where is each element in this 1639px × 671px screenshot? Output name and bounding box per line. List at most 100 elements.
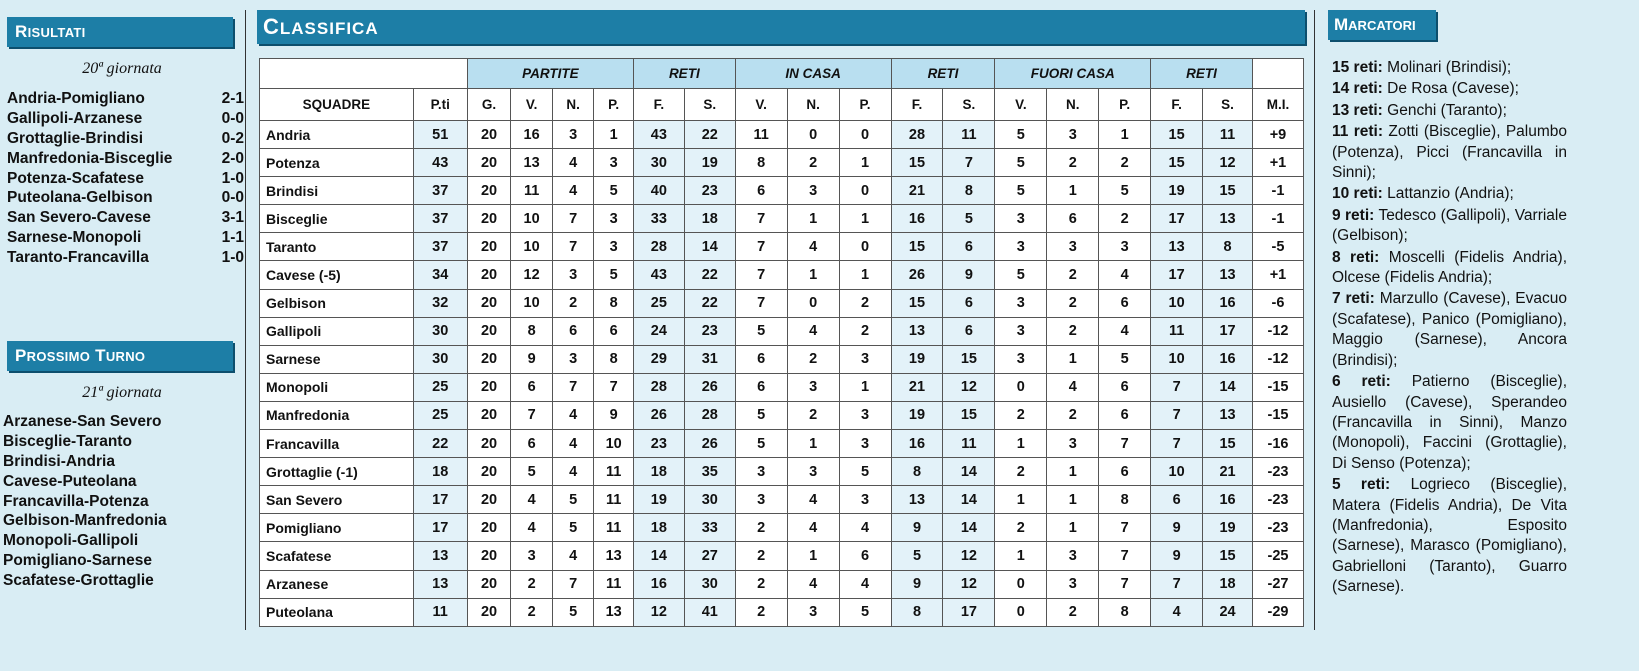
stat-cell: 1 — [1046, 485, 1100, 515]
column-header: V. — [510, 88, 553, 121]
stat-cell: 26 — [683, 372, 736, 402]
scorer-group: 14 reti: De Rosa (Cavese); — [1332, 79, 1567, 99]
stat-cell: -1 — [1251, 204, 1305, 234]
stat-cell: 5 — [593, 176, 634, 206]
table-row: Sarnese 30 20 9 3 8 29 31 6 2 3 19 15 3 1 5 10 16 -12 — [259, 344, 1305, 374]
goals-label: 8 reti: — [1332, 248, 1380, 266]
column-header: S. — [1202, 88, 1253, 121]
stat-cell: 14 — [1202, 372, 1253, 402]
stat-cell: 6 — [1098, 457, 1152, 487]
stat-cell: 1 — [1046, 176, 1100, 206]
stat-cell: 7 — [1150, 372, 1204, 402]
stat-cell: 24 — [632, 316, 685, 346]
group-header-row: PARTITE RETI IN CASA RETI FUORI CASA RET… — [259, 58, 1305, 89]
team-name: Bisceglie — [259, 204, 414, 234]
stat-cell: 4 — [838, 513, 892, 543]
stat-cell: 11 — [593, 485, 634, 515]
stat-cell: 17 — [1150, 204, 1204, 234]
fixture-row: Bisceglie-Taranto — [3, 432, 132, 450]
stat-cell: 5 — [551, 597, 595, 627]
result-row: Puteolana-Gelbison 0-0 — [7, 188, 244, 208]
team-name: Grottaglie (-1) — [259, 457, 414, 487]
stat-cell: 3 — [734, 485, 788, 515]
stat-cell: 8 — [1202, 232, 1253, 262]
stat-cell: -27 — [1251, 569, 1305, 599]
stat-cell: 5 — [838, 457, 892, 487]
stat-cell: 12 — [942, 372, 996, 402]
stat-cell: 5 — [593, 260, 634, 290]
stat-cell: 15 — [1150, 119, 1204, 150]
scorer-group: 13 reti: Genchi (Taranto); — [1332, 101, 1567, 121]
stat-cell: 3 — [994, 344, 1048, 374]
group-in-casa: IN CASA — [734, 58, 892, 89]
stat-cell: 3 — [838, 485, 892, 515]
stat-cell: 20 — [466, 148, 512, 178]
stat-cell: 17 — [412, 513, 468, 543]
stat-cell: 2 — [1046, 288, 1100, 318]
prossimo-title-rest-a: ROSSIMO — [26, 349, 91, 364]
stat-cell: 30 — [683, 569, 736, 599]
stat-cell: 12 — [1202, 148, 1253, 178]
result-row: San Severo-Cavese 3-1 — [7, 208, 244, 228]
team-name: Arzanese — [259, 569, 414, 599]
fixture-row: Francavilla-Potenza — [3, 492, 149, 510]
stat-cell: 17 — [412, 485, 468, 515]
stat-cell: 19 — [1202, 513, 1253, 543]
column-header: M.I. — [1251, 88, 1305, 121]
stat-cell: 16 — [510, 119, 553, 150]
stat-cell: 20 — [466, 288, 512, 318]
team-name: Gelbison — [259, 288, 414, 318]
stat-cell: -6 — [1251, 288, 1305, 318]
stat-cell: 1 — [838, 260, 892, 290]
stat-cell: 10 — [1150, 288, 1204, 318]
stat-cell: 27 — [683, 541, 736, 571]
stat-cell: 1 — [1046, 457, 1100, 487]
stat-cell: 8 — [1098, 597, 1152, 627]
stat-cell: -1 — [1251, 176, 1305, 206]
stat-cell: 3 — [551, 344, 595, 374]
stat-cell: 51 — [412, 119, 468, 150]
scorer-group: 10 reti: Lattanzio (Andria); — [1332, 184, 1567, 204]
stat-cell: 5 — [734, 316, 788, 346]
table-row: Manfredonia 25 20 7 4 9 26 28 5 2 3 19 15 2 2 6 7 13 -15 — [259, 400, 1305, 431]
result-teams: Puteolana-Gelbison — [7, 189, 153, 207]
scorer-group: 15 reti: Molinari (Brindisi); — [1332, 58, 1567, 78]
stat-cell: 20 — [466, 204, 512, 234]
stat-cell: 7 — [551, 204, 595, 234]
scorer-group: 11 reti: Zotti (Bisceglie), Palumbo (Pot… — [1332, 122, 1567, 183]
stat-cell: 15 — [1202, 176, 1253, 206]
stat-cell: 7 — [1098, 513, 1152, 543]
goals-label: 7 reti: — [1332, 290, 1375, 308]
stat-cell: 18 — [1202, 569, 1253, 599]
scorer-group: 5 reti: Logrieco (Bisceglie), Matera (Fi… — [1332, 475, 1567, 597]
stat-cell: 18 — [632, 513, 685, 543]
marcatori-title-rest: ARCATORI — [1348, 18, 1416, 33]
stat-cell: 11 — [734, 119, 788, 150]
stat-cell: 0 — [994, 569, 1048, 599]
result-score: 1-1 — [221, 229, 244, 247]
standings-table: PARTITE RETI IN CASA RETI FUORI CASA RET… — [259, 58, 1305, 627]
stat-cell: 2 — [1046, 260, 1100, 290]
stat-cell: 2 — [786, 148, 840, 178]
stat-cell: 32 — [412, 288, 468, 318]
stat-cell: 3 — [551, 119, 595, 150]
column-header: N. — [786, 88, 840, 121]
scorers-list: 15 reti: Molinari (Brindisi); 14 reti: De… — [1332, 58, 1567, 599]
scorer-group: 7 reti: Marzullo (Cavese), Evacuo (Scafa… — [1332, 289, 1567, 371]
stat-cell: 28 — [683, 400, 736, 431]
stat-cell: 0 — [786, 288, 840, 318]
stat-cell: 3 — [786, 457, 840, 487]
stat-cell: +9 — [1251, 119, 1305, 150]
risultati-giornata: 20ª giornata — [82, 60, 162, 77]
result-row: Gallipoli-Arzanese 0-0 — [7, 109, 244, 129]
stat-cell: 1 — [838, 204, 892, 234]
scorer-names: Genchi (Taranto); — [1387, 101, 1507, 119]
stat-cell: 4 — [838, 569, 892, 599]
group-reti-fuori: RETI — [1150, 58, 1253, 89]
result-teams: Andria-Pomigliano — [7, 90, 145, 107]
classifica-title-initial: C — [263, 14, 280, 39]
team-name: Pomigliano — [259, 513, 414, 543]
stat-cell: 29 — [632, 344, 685, 374]
stat-cell: 5 — [551, 513, 595, 543]
stat-cell: +1 — [1251, 260, 1305, 290]
